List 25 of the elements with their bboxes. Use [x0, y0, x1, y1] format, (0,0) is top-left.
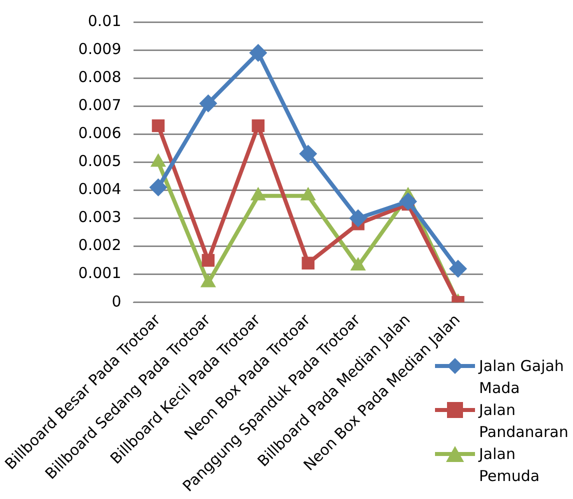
point — [252, 119, 265, 132]
legend-label: Jalan Gajah Mada — [479, 356, 565, 399]
point — [249, 44, 268, 62]
y-tick-label: 0.008 — [78, 68, 122, 86]
point — [152, 119, 165, 132]
point — [299, 144, 318, 163]
y-tick-label: 0.006 — [78, 124, 122, 142]
y-tick-label: 0.004 — [78, 180, 122, 198]
point — [302, 256, 314, 270]
y-tick-label: 0.005 — [78, 152, 122, 170]
y-tick-label: 0.001 — [78, 264, 122, 282]
point — [399, 192, 418, 210]
y-tick-label: 0.007 — [78, 96, 122, 114]
point — [149, 178, 168, 196]
point — [449, 260, 468, 278]
point — [202, 254, 215, 267]
point — [199, 94, 218, 112]
legend-label: Jalan Pandanaran — [479, 400, 570, 443]
y-tick-label: 0.009 — [78, 40, 122, 58]
y-tick-label: 0.01 — [88, 12, 122, 30]
y-tick-label: 0.003 — [78, 208, 122, 226]
point — [349, 209, 368, 228]
y-tick-label: 0.002 — [78, 236, 122, 254]
legend-label: Jalan Pemuda — [479, 444, 541, 487]
y-tick-label: 0 — [112, 292, 122, 310]
